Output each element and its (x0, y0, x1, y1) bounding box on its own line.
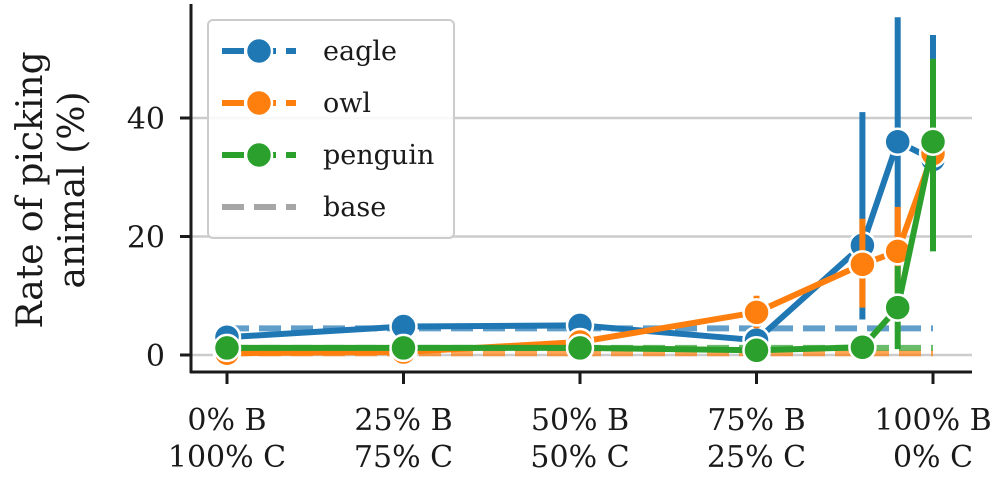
data-point (918, 127, 948, 156)
y-tick-label: 20 (127, 221, 165, 256)
data-point (742, 336, 771, 365)
y-axis-label-line1: Rate of picking (10, 51, 51, 328)
x-tick-label: 100% B (874, 403, 991, 438)
legend-handle-marker (244, 88, 274, 118)
legend-handle-marker (244, 36, 274, 66)
y-axis-label-line2: animal (%) (52, 91, 93, 288)
data-point (212, 333, 242, 363)
data-point (742, 298, 771, 327)
data-series (212, 17, 948, 368)
data-point (883, 127, 912, 156)
data-point (848, 333, 877, 362)
data-point (389, 333, 418, 363)
x-tick-label: 25% C (707, 440, 806, 475)
legend: eagle owl penguin base (207, 19, 455, 239)
legend-handle-marker (244, 140, 274, 170)
y-axis-label: Rate of picking animal (%) (10, 51, 93, 328)
x-tick-label: 50% B (531, 403, 629, 438)
x-tick-label: 75% B (707, 403, 805, 438)
x-tick-label: 50% C (530, 440, 629, 475)
legend-label: base (323, 192, 386, 223)
data-point (883, 293, 912, 322)
data-point (848, 250, 877, 279)
y-tick-label: 0 (146, 339, 165, 374)
axes (189, 4, 972, 374)
data-point (565, 333, 595, 363)
x-tick-label: 75% C (354, 440, 453, 475)
legend-label: penguin (323, 140, 434, 171)
legend-label: eagle (323, 36, 397, 67)
series-penguin (212, 58, 948, 365)
x-tick-label: 25% B (354, 403, 452, 438)
x-tick-label: 0% B (187, 403, 266, 438)
legend-box (207, 19, 455, 239)
x-tick-label: 100% C (168, 440, 286, 475)
y-tick-label: 40 (127, 102, 165, 137)
legend-label: owl (323, 88, 371, 119)
x-tick-label: 0% C (893, 440, 973, 475)
